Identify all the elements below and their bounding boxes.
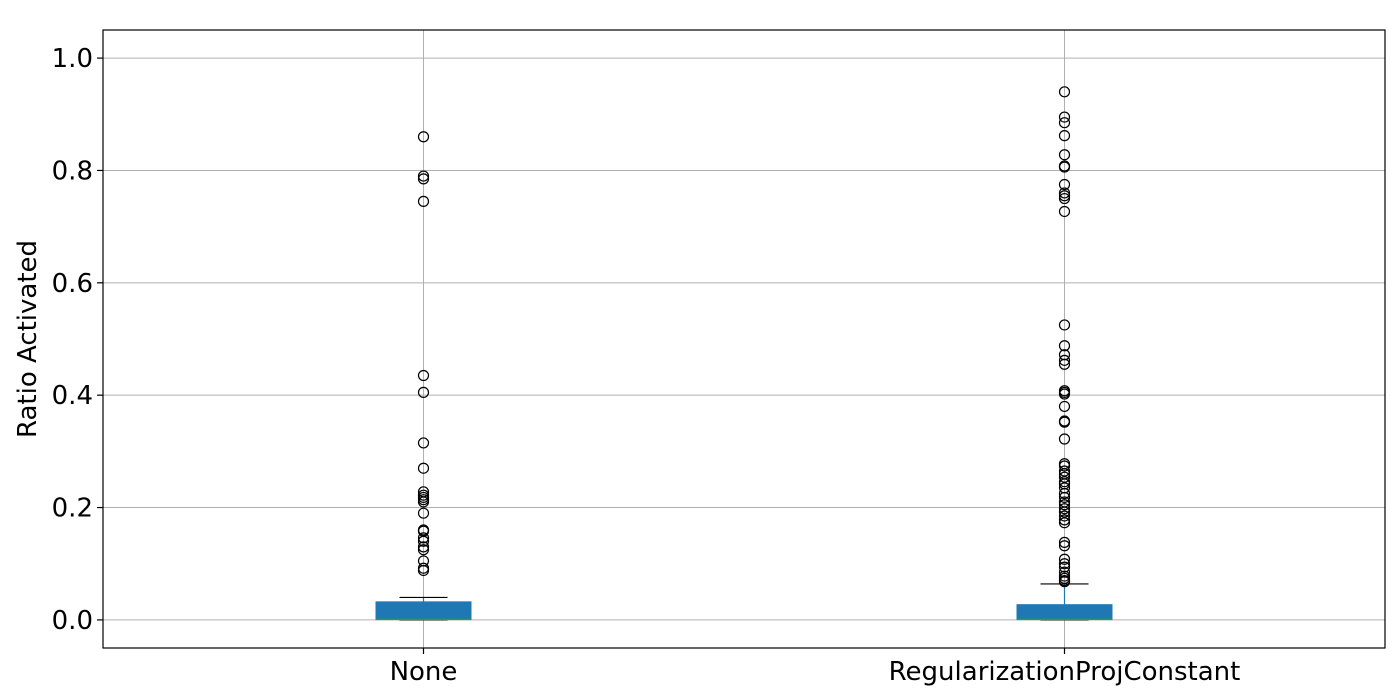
y-tick-label: 1.0 bbox=[52, 44, 93, 74]
outlier-point bbox=[1058, 358, 1071, 370]
outlier-point bbox=[1058, 354, 1071, 366]
x-tick-label: RegularizationProjConstant bbox=[889, 657, 1241, 687]
outlier-point bbox=[1058, 576, 1071, 588]
outlier-point bbox=[1058, 178, 1071, 191]
outlier-point bbox=[1058, 319, 1071, 331]
outlier-point bbox=[417, 507, 430, 519]
outlier-point bbox=[1058, 117, 1071, 129]
outlier-point bbox=[1058, 416, 1071, 428]
outlier-point bbox=[1058, 499, 1071, 511]
outlier-point bbox=[1058, 190, 1071, 202]
outlier-point bbox=[1058, 149, 1071, 161]
outlier-point bbox=[1058, 561, 1071, 573]
outlier-point bbox=[1058, 540, 1071, 552]
outlier-point bbox=[417, 462, 430, 474]
y-axis-label: Ratio Activated bbox=[13, 240, 43, 438]
outlier-point bbox=[1058, 558, 1071, 570]
y-tick-label: 0.8 bbox=[52, 156, 93, 186]
outlier-point bbox=[1058, 510, 1071, 522]
outlier-point bbox=[1058, 536, 1071, 548]
outlier-point bbox=[417, 131, 430, 143]
y-tick-label: 0.6 bbox=[52, 269, 93, 299]
outlier-point bbox=[1058, 553, 1071, 565]
outlier-point bbox=[417, 195, 430, 207]
outlier-points bbox=[417, 86, 1071, 588]
outlier-point bbox=[417, 544, 430, 556]
grid-lines bbox=[103, 30, 1385, 648]
outlier-point bbox=[417, 496, 430, 508]
outlier-point bbox=[1058, 514, 1071, 526]
outlier-point bbox=[1058, 86, 1071, 98]
outlier-point bbox=[1058, 460, 1071, 472]
outlier-point bbox=[1058, 192, 1071, 205]
iqr-box bbox=[375, 601, 472, 620]
y-tick-label: 0.2 bbox=[52, 494, 93, 524]
outlier-point bbox=[1058, 111, 1071, 123]
outlier-point bbox=[1058, 506, 1071, 518]
outlier-point bbox=[1058, 187, 1071, 199]
outlier-point bbox=[417, 170, 430, 182]
outlier-point bbox=[417, 369, 430, 382]
x-axis-ticks: None RegularizationProjConstant bbox=[390, 648, 1241, 687]
y-tick-label: 0.4 bbox=[52, 381, 93, 411]
outlier-point bbox=[417, 173, 430, 185]
outlier-point bbox=[1058, 433, 1071, 445]
outlier-point bbox=[417, 386, 430, 398]
x-tick-label: None bbox=[390, 657, 458, 687]
outlier-point bbox=[1058, 487, 1071, 500]
outlier-point bbox=[1058, 388, 1071, 400]
box-plots bbox=[375, 583, 1113, 621]
outlier-point bbox=[1058, 491, 1071, 504]
y-tick-label: 0.0 bbox=[52, 606, 93, 636]
iqr-box bbox=[1016, 604, 1113, 620]
outlier-point bbox=[417, 564, 430, 577]
outlier-point bbox=[1058, 471, 1071, 483]
outlier-point bbox=[417, 535, 430, 547]
outlier-point bbox=[1058, 517, 1071, 529]
outlier-point bbox=[417, 541, 430, 553]
outlier-point bbox=[1058, 130, 1071, 142]
plot-frame bbox=[102, 29, 1386, 649]
outlier-point bbox=[1058, 465, 1071, 477]
outlier-point bbox=[1058, 503, 1071, 515]
outlier-point bbox=[1058, 205, 1071, 218]
outlier-point bbox=[417, 532, 430, 544]
outlier-point bbox=[417, 437, 430, 449]
outlier-point bbox=[1058, 161, 1071, 173]
outlier-point bbox=[1058, 340, 1071, 352]
y-axis-ticks: 0.0 0.2 0.4 0.6 0.8 1.0 bbox=[52, 44, 103, 636]
outlier-point bbox=[1058, 400, 1071, 413]
